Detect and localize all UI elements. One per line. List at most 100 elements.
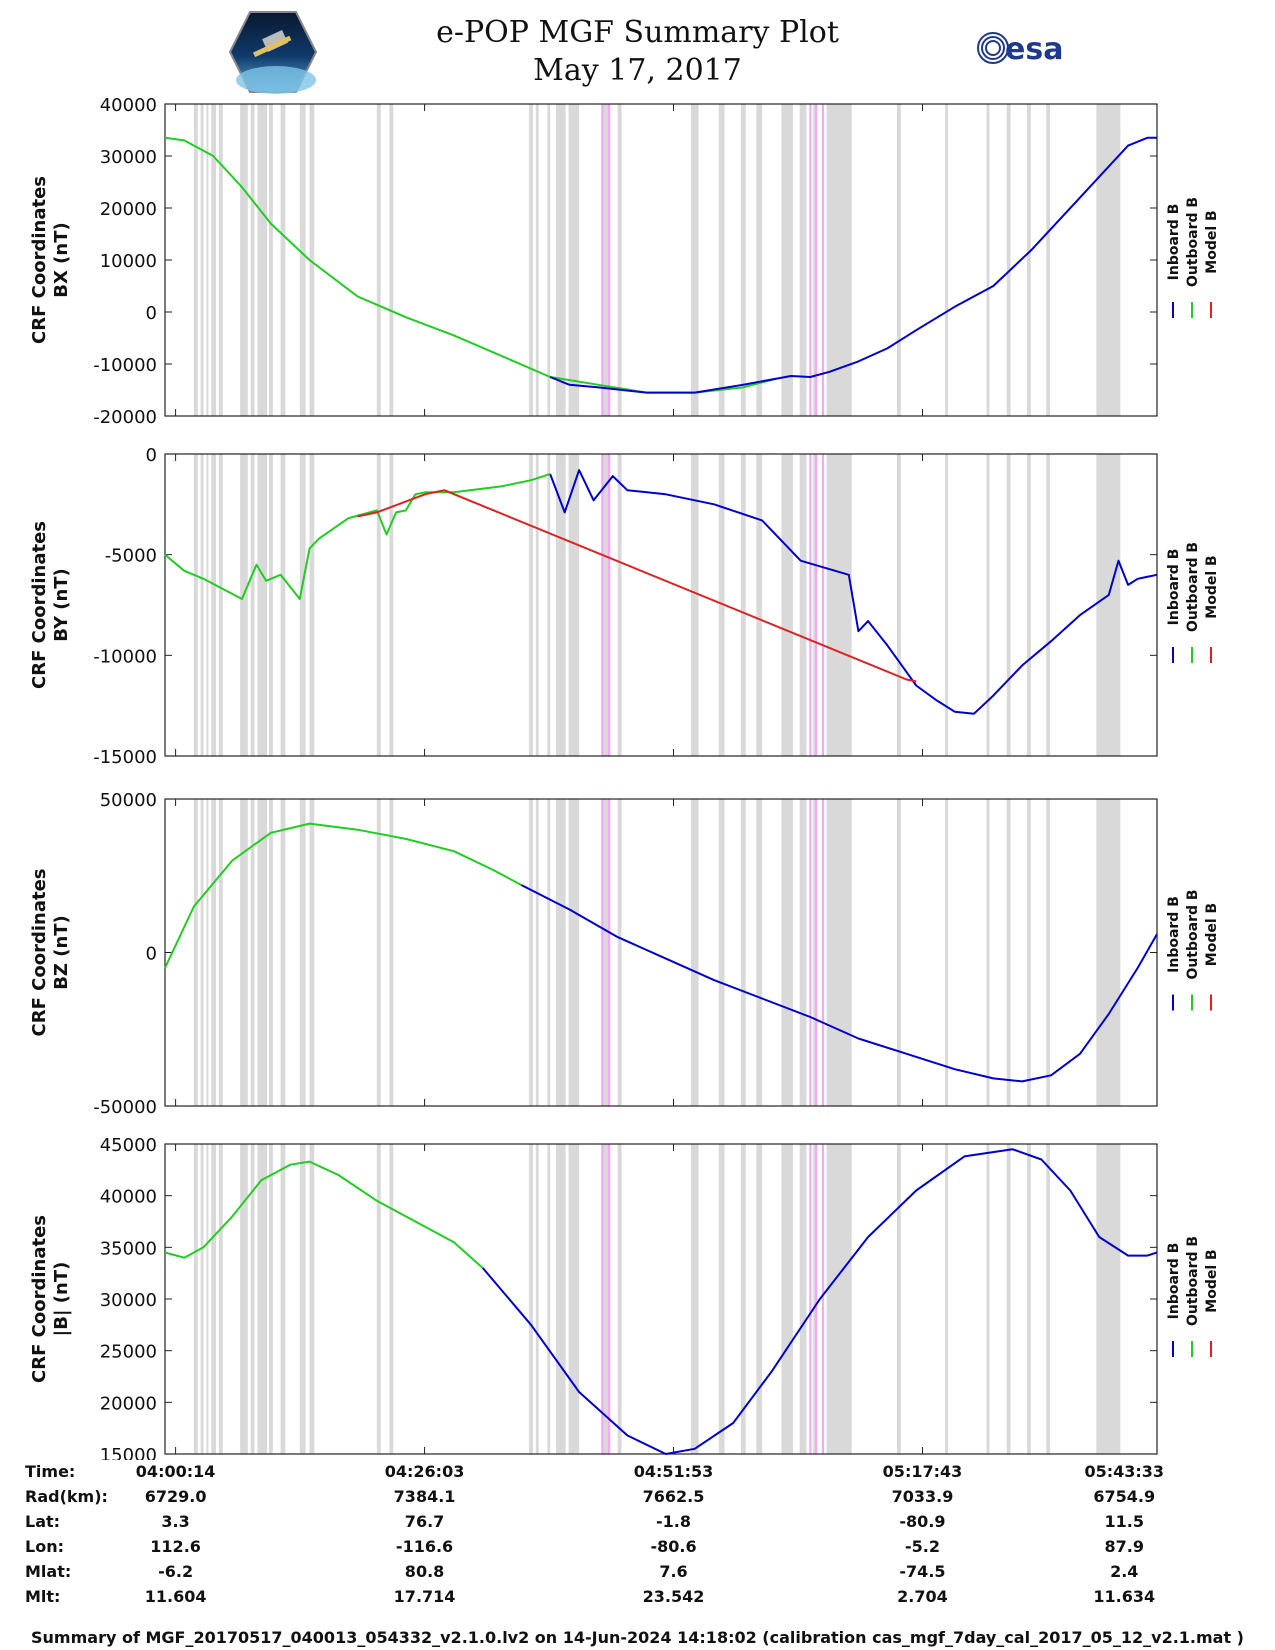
data-gap-band: [568, 104, 580, 416]
flag-band: [809, 454, 812, 756]
title-line-1: e-POP MGF Summary Plot: [436, 15, 839, 50]
legend-label: Outboard B: [1185, 1236, 1201, 1326]
data-gap-band: [1006, 104, 1011, 416]
y-tick-label: -10000: [93, 355, 157, 376]
flag-band: [821, 1144, 825, 1454]
data-gap-band: [781, 104, 793, 416]
legend-label: Inboard B: [1166, 204, 1182, 281]
info-value: 2.704: [897, 1587, 948, 1606]
info-value: 2.4: [1110, 1562, 1139, 1581]
data-gap-band: [718, 1144, 725, 1454]
title-line-2: May 17, 2017: [533, 53, 742, 88]
data-gap-band: [986, 454, 990, 756]
y-tick-label: 0: [146, 944, 157, 965]
info-value: 80.8: [404, 1562, 445, 1581]
data-gap-band: [218, 799, 223, 1106]
data-gap-band: [389, 454, 394, 756]
data-gap-band: [556, 1144, 566, 1454]
data-gap-band: [756, 799, 763, 1106]
y-axis-label-line1: CRF Coordinates: [29, 1215, 50, 1383]
series-line-outboard-b: [164, 822, 522, 969]
data-gap-band: [1026, 799, 1031, 1106]
data-gap-band: [740, 104, 746, 416]
series-line-outboard-b: [164, 136, 777, 394]
series-line-model-b: [357, 489, 917, 683]
data-gap-band: [568, 1144, 580, 1454]
data-gap-band: [250, 1144, 255, 1454]
flag-band: [601, 799, 604, 1106]
info-value: 112.6: [150, 1537, 201, 1556]
data-gap-band: [547, 104, 551, 416]
data-gap-band: [896, 104, 901, 416]
data-gap-band: [309, 799, 315, 1106]
data-gap-band: [556, 104, 566, 416]
data-gap-band: [781, 799, 793, 1106]
info-value: 87.9: [1104, 1537, 1144, 1556]
info-row-mlt: Mlt: 11.604 17.714 23.542 2.704 11.634: [0, 1587, 1275, 1611]
data-gap-band: [218, 104, 223, 416]
info-value: -116.6: [395, 1537, 454, 1556]
data-gap-band: [309, 1144, 315, 1454]
chart-panel-4: 45000 40000 35000 30000 25000 20000 15000 CRF C…: [29, 1135, 1220, 1460]
data-gap-band: [280, 1144, 286, 1454]
y-axis-label-line2: BZ (nT): [51, 915, 72, 990]
y-axis-label-line2: |B| (nT): [51, 1262, 72, 1337]
legend-label: Inboard B: [1166, 1243, 1182, 1320]
data-gap-band: [799, 1144, 807, 1454]
info-value: 76.7: [404, 1512, 445, 1531]
data-gap-band: [250, 454, 255, 756]
data-gap-band: [813, 104, 817, 416]
flag-band: [608, 799, 611, 1106]
data-gap-band: [986, 104, 990, 416]
data-gap-band: [601, 454, 609, 756]
data-gap-band: [1046, 454, 1051, 756]
data-gap-band: [200, 454, 204, 756]
legend-label: Outboard B: [1185, 542, 1201, 632]
data-gap-band: [529, 454, 533, 756]
data-gap-band: [896, 454, 901, 756]
data-gap-band: [945, 799, 949, 1106]
data-gap-band: [718, 104, 725, 416]
esa-logo-text: esa: [1005, 32, 1063, 67]
flag-band: [821, 454, 825, 756]
flag-band: [601, 1144, 604, 1454]
info-value: 11.5: [1104, 1512, 1144, 1531]
data-gap-band: [257, 799, 268, 1106]
data-gap-band: [309, 454, 315, 756]
data-gap-band: [240, 1144, 248, 1454]
data-gap-band: [218, 454, 223, 756]
data-gap-band: [740, 454, 746, 756]
flag-band: [608, 104, 611, 416]
data-gap-band: [211, 454, 217, 756]
data-gap-band: [535, 104, 539, 416]
data-gap-band: [756, 454, 763, 756]
data-gap-band: [250, 799, 255, 1106]
y-tick-label: 35000: [100, 1238, 157, 1259]
data-gap-band: [1096, 1144, 1121, 1454]
data-gap-band: [206, 1144, 209, 1454]
legend-label: Model B: [1204, 555, 1220, 618]
chart-panel-2: 0 -5000 -10000 -15000 CRF CoordinatesBY (nT)…: [29, 445, 1220, 768]
data-gap-band: [240, 454, 248, 756]
y-tick-label: 20000: [100, 199, 157, 220]
data-gap-band: [535, 799, 539, 1106]
info-label: Time:: [25, 1462, 76, 1481]
flag-band: [815, 104, 818, 416]
data-gap-band: [376, 104, 381, 416]
info-label: Rad(km):: [25, 1487, 108, 1506]
flag-band: [821, 104, 825, 416]
y-tick-label: 25000: [100, 1342, 157, 1363]
data-gap-band: [376, 799, 381, 1106]
info-value: 17.714: [393, 1587, 456, 1606]
data-gap-band: [250, 104, 255, 416]
info-value: 7662.5: [642, 1487, 705, 1506]
data-gap-band: [896, 1144, 901, 1454]
data-gap-band: [1046, 799, 1051, 1106]
info-value: 23.542: [642, 1587, 705, 1606]
flag-band: [601, 104, 604, 416]
data-gap-band: [218, 1144, 223, 1454]
data-gap-band: [617, 799, 622, 1106]
data-gap-band: [193, 1144, 198, 1454]
y-tick-label: 50000: [100, 790, 157, 811]
info-value: -74.5: [899, 1562, 946, 1581]
